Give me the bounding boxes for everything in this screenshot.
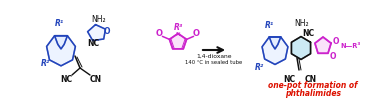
Text: O: O	[330, 52, 336, 61]
Polygon shape	[262, 37, 288, 64]
Text: O: O	[104, 26, 110, 36]
Text: NC: NC	[87, 38, 99, 48]
Polygon shape	[54, 36, 67, 49]
Text: NH₂: NH₂	[295, 18, 309, 28]
Polygon shape	[46, 36, 75, 66]
Text: O: O	[193, 29, 200, 38]
Text: NC: NC	[283, 74, 295, 84]
Polygon shape	[269, 37, 281, 49]
Text: R²: R²	[40, 60, 50, 68]
Text: R³: R³	[174, 24, 183, 32]
Text: phthalimides: phthalimides	[285, 88, 341, 98]
Text: 140 °C in sealed tube: 140 °C in sealed tube	[185, 60, 243, 64]
Text: CN: CN	[305, 74, 317, 84]
Text: NC: NC	[60, 76, 72, 84]
Text: R¹: R¹	[264, 22, 274, 30]
Text: NC: NC	[302, 28, 314, 38]
Text: N—R³: N—R³	[340, 43, 360, 49]
Text: N: N	[176, 32, 180, 36]
Text: O: O	[156, 29, 163, 38]
Polygon shape	[88, 25, 105, 41]
Text: 1,4-dioxane: 1,4-dioxane	[196, 54, 232, 58]
Polygon shape	[291, 37, 311, 59]
Text: R²: R²	[254, 64, 263, 72]
Polygon shape	[169, 34, 187, 49]
Text: O: O	[333, 37, 339, 46]
Text: one-pot formation of: one-pot formation of	[268, 80, 358, 90]
Text: CN: CN	[90, 76, 102, 84]
Text: NH₂: NH₂	[92, 16, 106, 24]
Polygon shape	[315, 37, 331, 53]
Text: R¹: R¹	[54, 20, 64, 28]
